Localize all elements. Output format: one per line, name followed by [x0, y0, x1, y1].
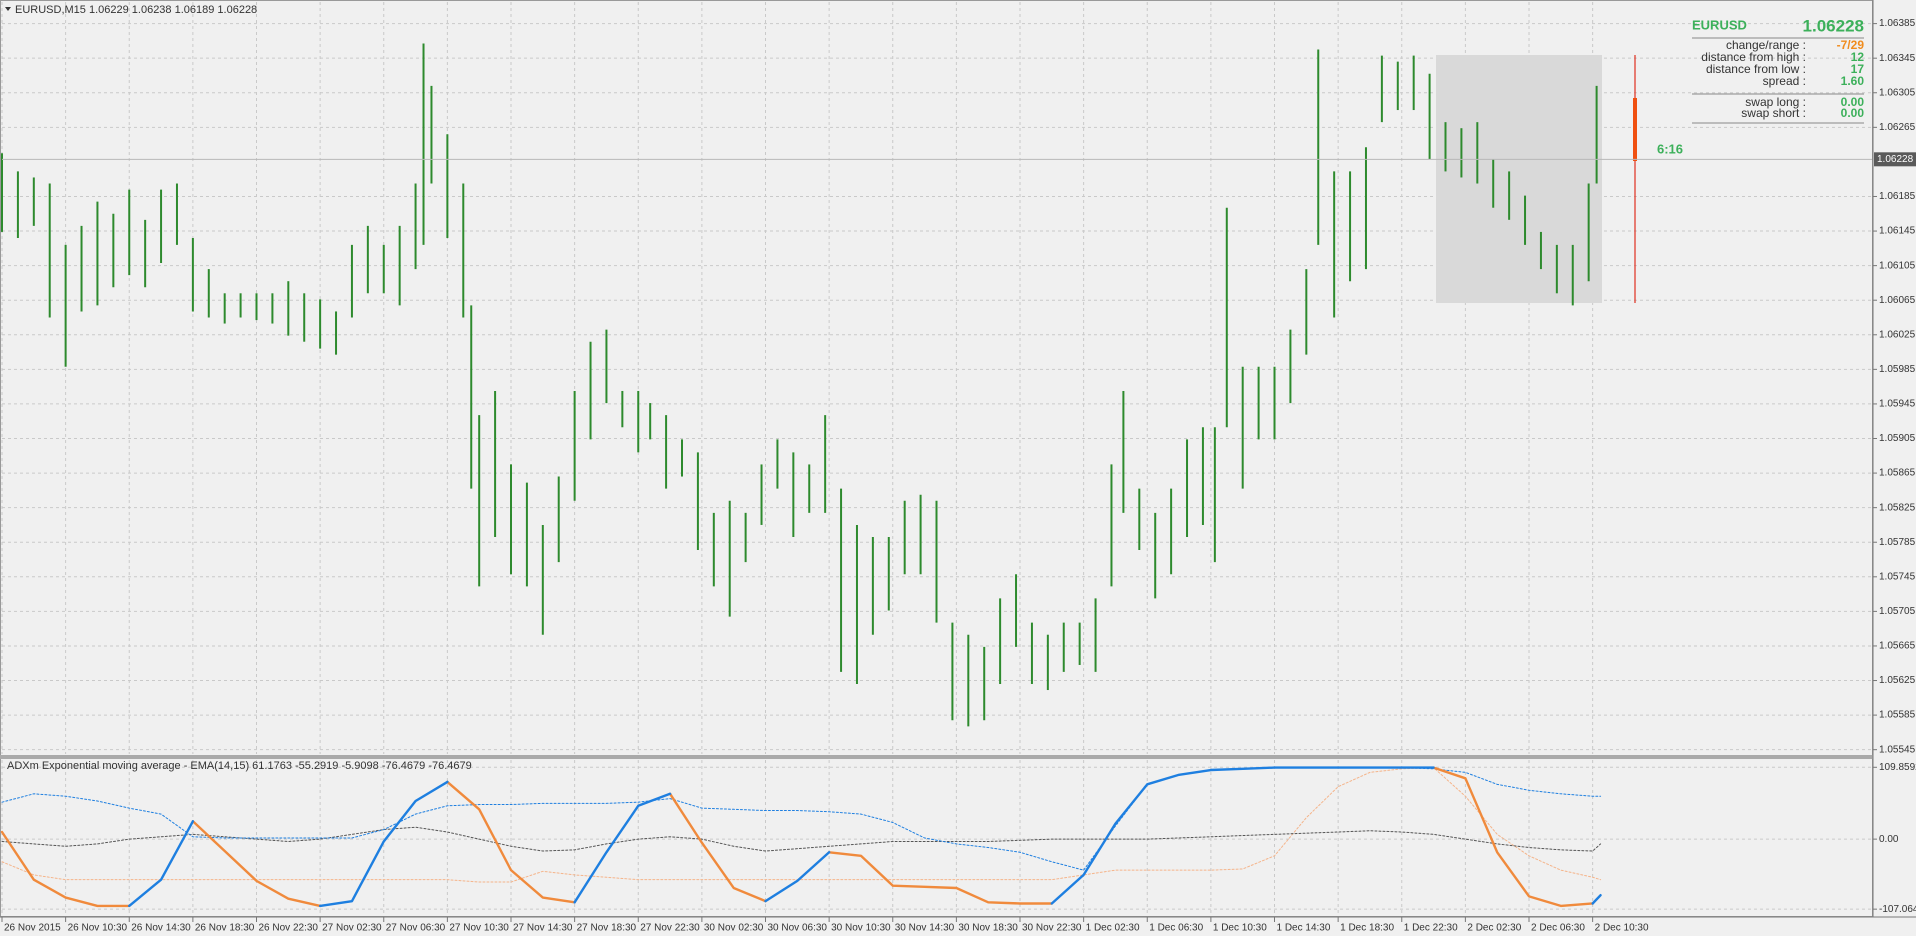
y-tick-label: 1.06305	[1879, 87, 1916, 98]
info-price: 1.06228	[1803, 16, 1864, 35]
indicator-line	[668, 792, 767, 903]
x-tick-label: 26 Nov 2015	[4, 923, 61, 934]
range-box	[1436, 55, 1602, 303]
indicator-line	[128, 820, 195, 908]
x-tick-label: 2 Dec 02:30	[1467, 923, 1521, 934]
x-tick-label: 30 Nov 14:30	[895, 923, 955, 934]
indicator-line	[0, 830, 131, 908]
current-price-box	[1874, 152, 1916, 167]
indicator-line	[1050, 766, 1435, 905]
y-tick-label: 0.00	[1879, 834, 1899, 845]
indicator-line	[1, 767, 1602, 871]
x-tick-label: 30 Nov 06:30	[768, 923, 828, 934]
x-tick-label: 1 Dec 18:30	[1340, 923, 1394, 934]
x-tick-label: 27 Nov 10:30	[449, 923, 509, 934]
x-tick-label: 30 Nov 22:30	[1022, 923, 1082, 934]
symbol-header: EURUSD,M15 1.06229 1.06238 1.06189 1.062…	[15, 4, 257, 16]
y-tick-label: 109.8592	[1879, 762, 1916, 773]
header-arrow	[5, 7, 11, 11]
y-tick-label: 1.06385	[1879, 18, 1916, 29]
x-tick-label: 26 Nov 14:30	[131, 923, 191, 934]
y-tick-label: 1.06145	[1879, 226, 1916, 237]
x-tick-label: 27 Nov 06:30	[386, 923, 446, 934]
indicator-line	[191, 820, 322, 908]
info-symbol: EURUSD	[1692, 17, 1747, 32]
y-tick-label: 1.05745	[1879, 571, 1916, 582]
y-tick-label: 1.06265	[1879, 122, 1916, 133]
y-tick-label: 1.05985	[1879, 364, 1916, 375]
x-tick-label: 26 Nov 10:30	[68, 923, 128, 934]
indicator-line	[1, 767, 1602, 883]
x-tick-label: 30 Nov 02:30	[704, 923, 764, 934]
y-tick-label: 1.05665	[1879, 641, 1916, 652]
x-tick-label: 27 Nov 22:30	[640, 923, 700, 934]
indicator-line	[1432, 766, 1594, 908]
y-tick-label: 1.05825	[1879, 502, 1916, 513]
x-tick-label: 27 Nov 18:30	[577, 923, 637, 934]
info-label: spread :	[1763, 74, 1806, 88]
x-tick-label: 30 Nov 10:30	[831, 923, 891, 934]
x-tick-label: 26 Nov 22:30	[259, 923, 319, 934]
y-tick-label: 1.05785	[1879, 537, 1916, 548]
x-tick-label: 1 Dec 10:30	[1213, 923, 1267, 934]
info-label: swap short :	[1741, 106, 1806, 120]
y-tick-label: 1.05945	[1879, 399, 1916, 410]
info-label: distance from low :	[1706, 62, 1806, 76]
mark-layer	[0, 43, 1872, 908]
x-tick-label: 1 Dec 02:30	[1086, 923, 1140, 934]
current-price-label: 1.06228	[1877, 154, 1914, 165]
indicator-line	[1591, 893, 1602, 905]
x-tick-label: 2 Dec 10:30	[1595, 923, 1649, 934]
info-label: swap long :	[1745, 95, 1806, 109]
y-tick-label: 1.05625	[1879, 675, 1916, 686]
info-value: 17	[1851, 62, 1865, 76]
y-tick-label: 1.06105	[1879, 260, 1916, 271]
indicator-line	[764, 851, 831, 903]
indicator-line	[573, 792, 672, 904]
info-value: 12	[1851, 50, 1865, 64]
y-tick-label: -107.0647	[1879, 904, 1916, 915]
x-tick-label: 27 Nov 14:30	[513, 923, 573, 934]
y-tick-label: 1.05545	[1879, 744, 1916, 755]
x-tick-label: 1 Dec 14:30	[1277, 923, 1331, 934]
info-value: 0.00	[1841, 95, 1865, 109]
y-tick-label: 1.05705	[1879, 606, 1916, 617]
y-tick-label: 1.05905	[1879, 433, 1916, 444]
y-tick-label: 1.05865	[1879, 468, 1916, 479]
y-tick-label: 1.06025	[1879, 329, 1916, 340]
x-tick-label: 30 Nov 18:30	[958, 923, 1018, 934]
y-tick-label: 1.06065	[1879, 295, 1916, 306]
info-label: distance from high :	[1701, 50, 1806, 64]
indicator-line	[1, 826, 1602, 852]
y-tick-label: 1.06345	[1879, 53, 1916, 64]
grid-layer	[1, 2, 1872, 915]
x-tick-label: 27 Nov 02:30	[322, 923, 382, 934]
info-value: 1.60	[1841, 74, 1865, 88]
indicator-line	[318, 780, 449, 908]
x-tick-label: 26 Nov 18:30	[195, 923, 255, 934]
x-tick-label: 1 Dec 22:30	[1404, 923, 1458, 934]
indicator-line	[827, 851, 1054, 905]
x-tick-label: 1 Dec 06:30	[1149, 923, 1203, 934]
info-value: 0.00	[1841, 106, 1865, 120]
info-value: -7/29	[1837, 38, 1865, 52]
y-tick-label: 1.06185	[1879, 191, 1916, 202]
info-label: change/range :	[1726, 38, 1806, 52]
countdown: 6:16	[1657, 141, 1683, 156]
x-tick-label: 2 Dec 06:30	[1531, 923, 1585, 934]
indicator-line	[446, 780, 576, 904]
indicator-title: ADXm Exponential moving average - EMA(14…	[7, 760, 472, 772]
y-tick-label: 1.05585	[1879, 710, 1916, 721]
